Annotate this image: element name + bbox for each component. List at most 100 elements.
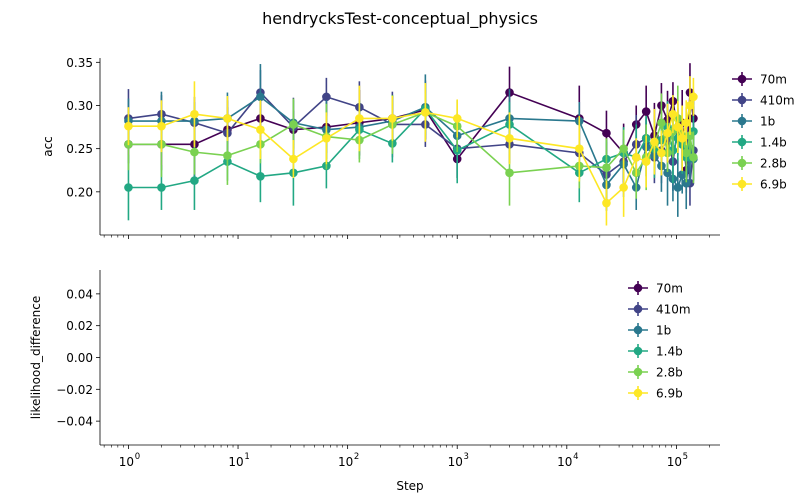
legend-label: 410m (760, 94, 795, 108)
data-point (619, 183, 628, 192)
x-tick-label: 10 (557, 455, 572, 469)
data-point (602, 163, 611, 172)
data-point (157, 121, 166, 131)
x-tick-exponent: 4 (573, 452, 578, 462)
legend-marker (737, 158, 747, 168)
y-tick-label: 0.20 (66, 185, 93, 199)
x-tick-label: 10 (448, 455, 463, 469)
y-axis-label: likelihood_difference (29, 296, 43, 419)
x-tick-exponent: 3 (464, 452, 469, 462)
y-tick-label: 0.02 (66, 319, 93, 333)
legend-label: 1.4b (656, 345, 683, 359)
data-point (668, 109, 678, 119)
legend-label: 70m (760, 73, 787, 87)
chart-title: hendrycksTest-conceptual_physics (262, 9, 538, 29)
data-point (689, 152, 698, 162)
data-point (677, 133, 687, 143)
data-point (190, 147, 199, 157)
data-point (681, 178, 691, 188)
data-point (689, 92, 698, 102)
legend-entry-1b: 1b (732, 114, 775, 129)
y-tick-label: 0.00 (66, 351, 93, 365)
data-point (223, 151, 232, 160)
legend-marker (633, 346, 643, 356)
series-1.4b (124, 83, 698, 221)
legend-marker (737, 137, 747, 147)
data-point (190, 176, 199, 185)
data-point (289, 120, 298, 129)
data-point (650, 137, 659, 147)
legend-marker (633, 283, 643, 293)
legend-entry-410m: 410m (732, 93, 795, 108)
data-point (677, 170, 687, 179)
legend-marker (633, 388, 643, 398)
data-point (657, 148, 666, 158)
legend-entry-2.8b: 2.8b (732, 156, 787, 171)
legend-marker (633, 367, 643, 377)
legend-entry-6.9b: 6.9b (628, 386, 683, 401)
legend-label: 6.9b (760, 178, 787, 192)
legend-label: 70m (656, 282, 683, 296)
x-tick-label: 10 (119, 455, 134, 469)
x-tick-label: 10 (338, 455, 353, 469)
legend-marker (737, 95, 747, 105)
series-2.8b (124, 85, 698, 206)
data-point (681, 118, 691, 128)
data-point (388, 114, 397, 123)
legend-label: 2.8b (656, 366, 683, 380)
data-point (685, 131, 695, 141)
x-tick-label: 10 (667, 455, 682, 469)
data-point (602, 128, 611, 138)
data-point (663, 168, 672, 178)
legend-entry-70m: 70m (732, 72, 787, 87)
y-tick-label: 0.35 (66, 56, 93, 70)
legend-label: 2.8b (760, 157, 787, 171)
legend-entry-1.4b: 1.4b (732, 135, 787, 150)
data-point (673, 122, 683, 132)
data-point (631, 152, 641, 162)
data-point (256, 171, 265, 181)
legend-marker (737, 179, 747, 189)
legend-marker (633, 325, 643, 335)
y-tick-label: 0.25 (66, 142, 93, 156)
data-point (641, 107, 651, 116)
top-panel-acc: 0.20 0.25 0.30 0.35 acc 70m 410m 1b 1.4b 2.8b 6.9b (41, 56, 795, 239)
data-point (681, 148, 691, 158)
data-point (124, 183, 133, 192)
data-point (602, 198, 611, 208)
data-point (505, 168, 514, 178)
data-point (574, 144, 584, 153)
x-tick-exponent: 0 (135, 452, 140, 462)
x-axis-label: Step (396, 479, 423, 493)
data-point (663, 128, 672, 138)
data-point (223, 114, 232, 123)
data-point (641, 157, 651, 166)
data-point (452, 114, 462, 123)
legend-marker (737, 116, 747, 126)
legend-entry-2.8b: 2.8b (628, 365, 683, 380)
legend-entry-1b: 1b (628, 323, 671, 338)
y-axis-label: acc (41, 136, 55, 157)
x-tick-exponent: 5 (683, 452, 688, 462)
data-point (421, 108, 430, 117)
data-point (322, 92, 331, 102)
y-tick-label: −0.02 (56, 383, 93, 397)
legend-label: 1b (656, 324, 671, 338)
data-point (256, 92, 265, 102)
y-tick-label: 0.04 (66, 287, 93, 301)
x-tick-exponent: 1 (244, 452, 249, 462)
legend-entry-70m: 70m (628, 281, 683, 296)
legend-marker (737, 74, 747, 84)
data-point (673, 183, 683, 192)
legend-label: 1.4b (760, 136, 787, 150)
data-point (355, 114, 364, 123)
data-point (124, 121, 133, 131)
series-6.9b (124, 76, 698, 226)
data-point (190, 109, 199, 119)
data-point (619, 144, 628, 153)
x-tick-exponent: 2 (354, 452, 359, 462)
data-point (505, 133, 514, 143)
data-point (157, 183, 166, 192)
